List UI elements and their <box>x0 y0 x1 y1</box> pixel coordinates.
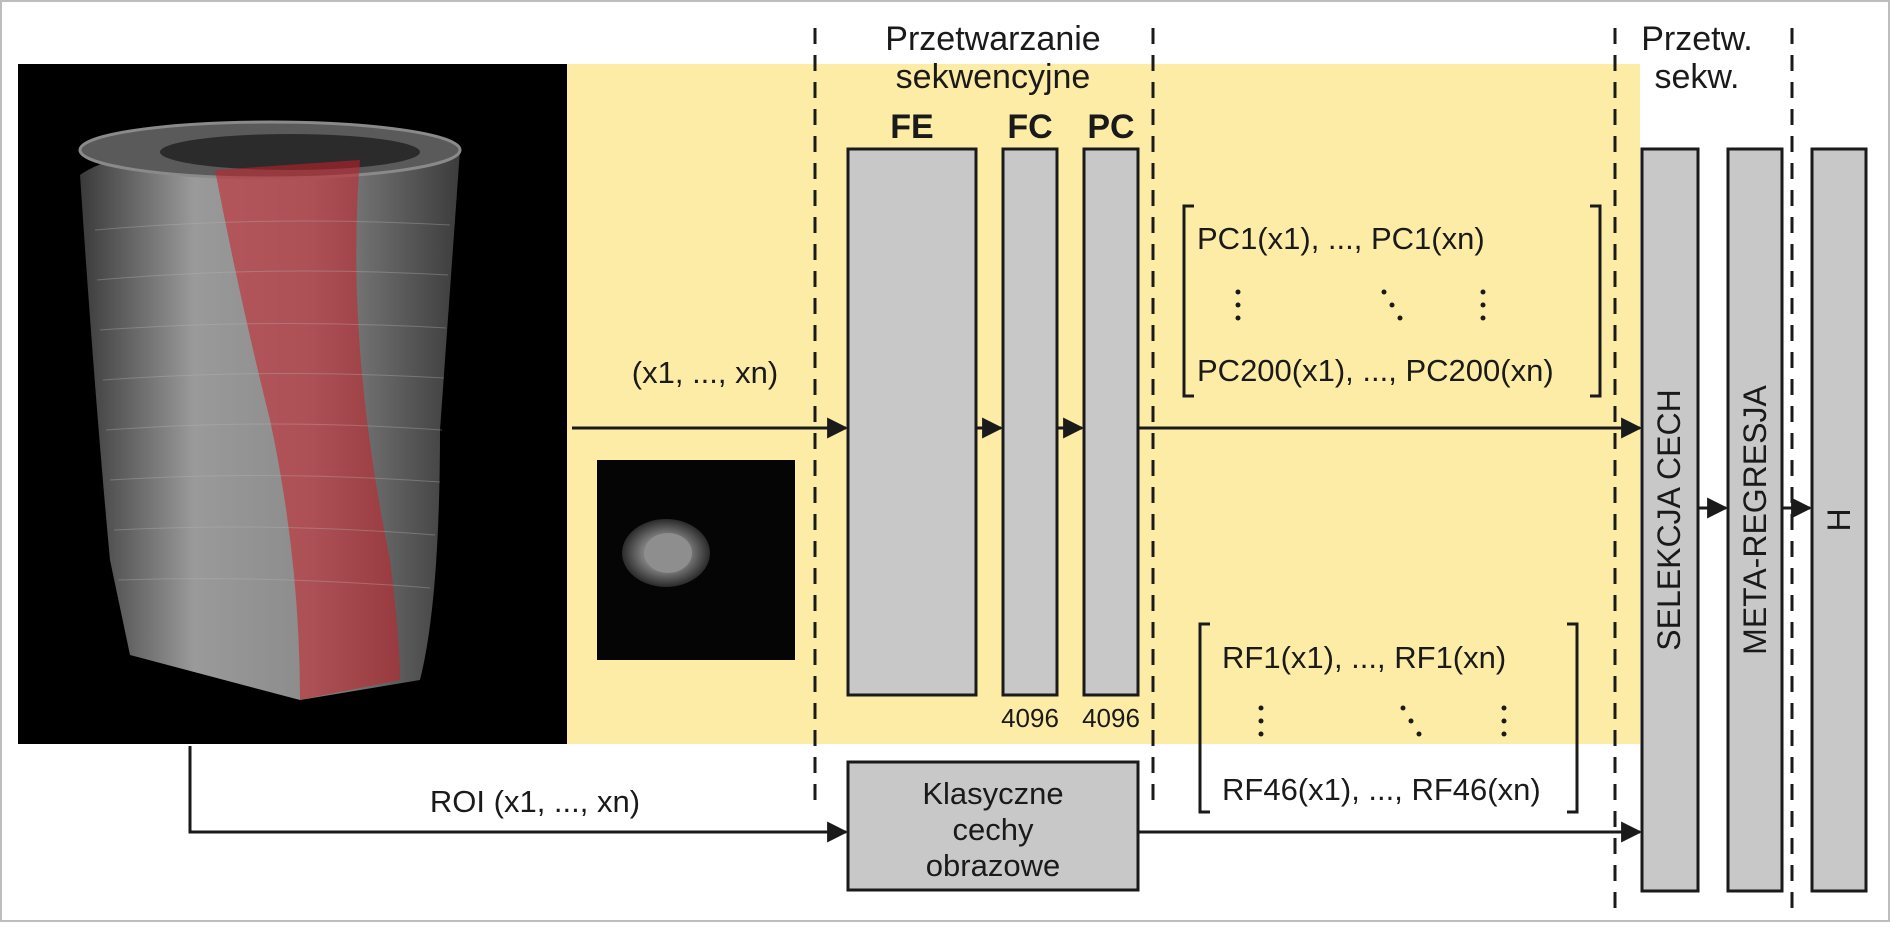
mri-slice-image <box>597 460 795 660</box>
fe-label: FE <box>890 108 933 146</box>
feature-selection-label: SELEKCJA CECH <box>1651 389 1687 650</box>
fe-block <box>846 147 978 697</box>
header-sequential-processing-line1: Przetwarzanie <box>885 20 1100 58</box>
rf-matrix-last-row: RF46(x1), ..., RF46(xn) <box>1222 772 1541 807</box>
classic-features-line2: cechy <box>953 812 1034 847</box>
pc-matrix-last-row: PC200(x1), ..., PC200(xn) <box>1197 353 1554 388</box>
pc-matrix-ellipsis <box>1235 289 1486 321</box>
pc-matrix: PC1(x1), ..., PC1(xn) PC200(x1), ..., PC… <box>1182 204 1602 398</box>
header-seq-short-line1: Przetw. <box>1641 20 1752 58</box>
fc-size-label: 4096 <box>1001 703 1059 733</box>
meta-regression-block <box>1726 147 1784 893</box>
fc-block <box>1001 147 1059 697</box>
rf-matrix-ellipsis <box>1258 705 1507 737</box>
pc-block <box>1082 147 1140 697</box>
rf-matrix: RF1(x1), ..., RF1(xn) RF46(x1), ..., RF4… <box>1198 622 1579 814</box>
roi-overlay <box>215 160 400 700</box>
sequence-input-label: (x1, ..., xn) <box>632 355 778 390</box>
pc-label: PC <box>1087 108 1134 146</box>
flow-arrows <box>188 417 1813 843</box>
rf-matrix-first-row: RF1(x1), ..., RF1(xn) <box>1222 640 1506 675</box>
mri-volume-image <box>18 64 567 744</box>
fc-label: FC <box>1007 108 1052 146</box>
pc-size-label: 4096 <box>1082 703 1140 733</box>
output-label: H <box>1821 508 1857 531</box>
roi-input-label: ROI (x1, ..., xn) <box>430 784 640 819</box>
pc-matrix-first-row: PC1(x1), ..., PC1(xn) <box>1197 221 1485 256</box>
stage-separators <box>813 28 1794 914</box>
classic-features-line3: obrazowe <box>926 848 1060 883</box>
header-seq-short-line2: sekw. <box>1654 58 1739 96</box>
meta-regression-label: META-REGRESJA <box>1737 385 1773 655</box>
output-block <box>1810 147 1868 893</box>
feature-selection-block <box>1640 147 1700 893</box>
classic-features-block <box>846 760 1140 892</box>
header-sequential-processing-line2: sekwencyjne <box>896 58 1091 96</box>
classic-features-line1: Klasyczne <box>922 776 1063 811</box>
